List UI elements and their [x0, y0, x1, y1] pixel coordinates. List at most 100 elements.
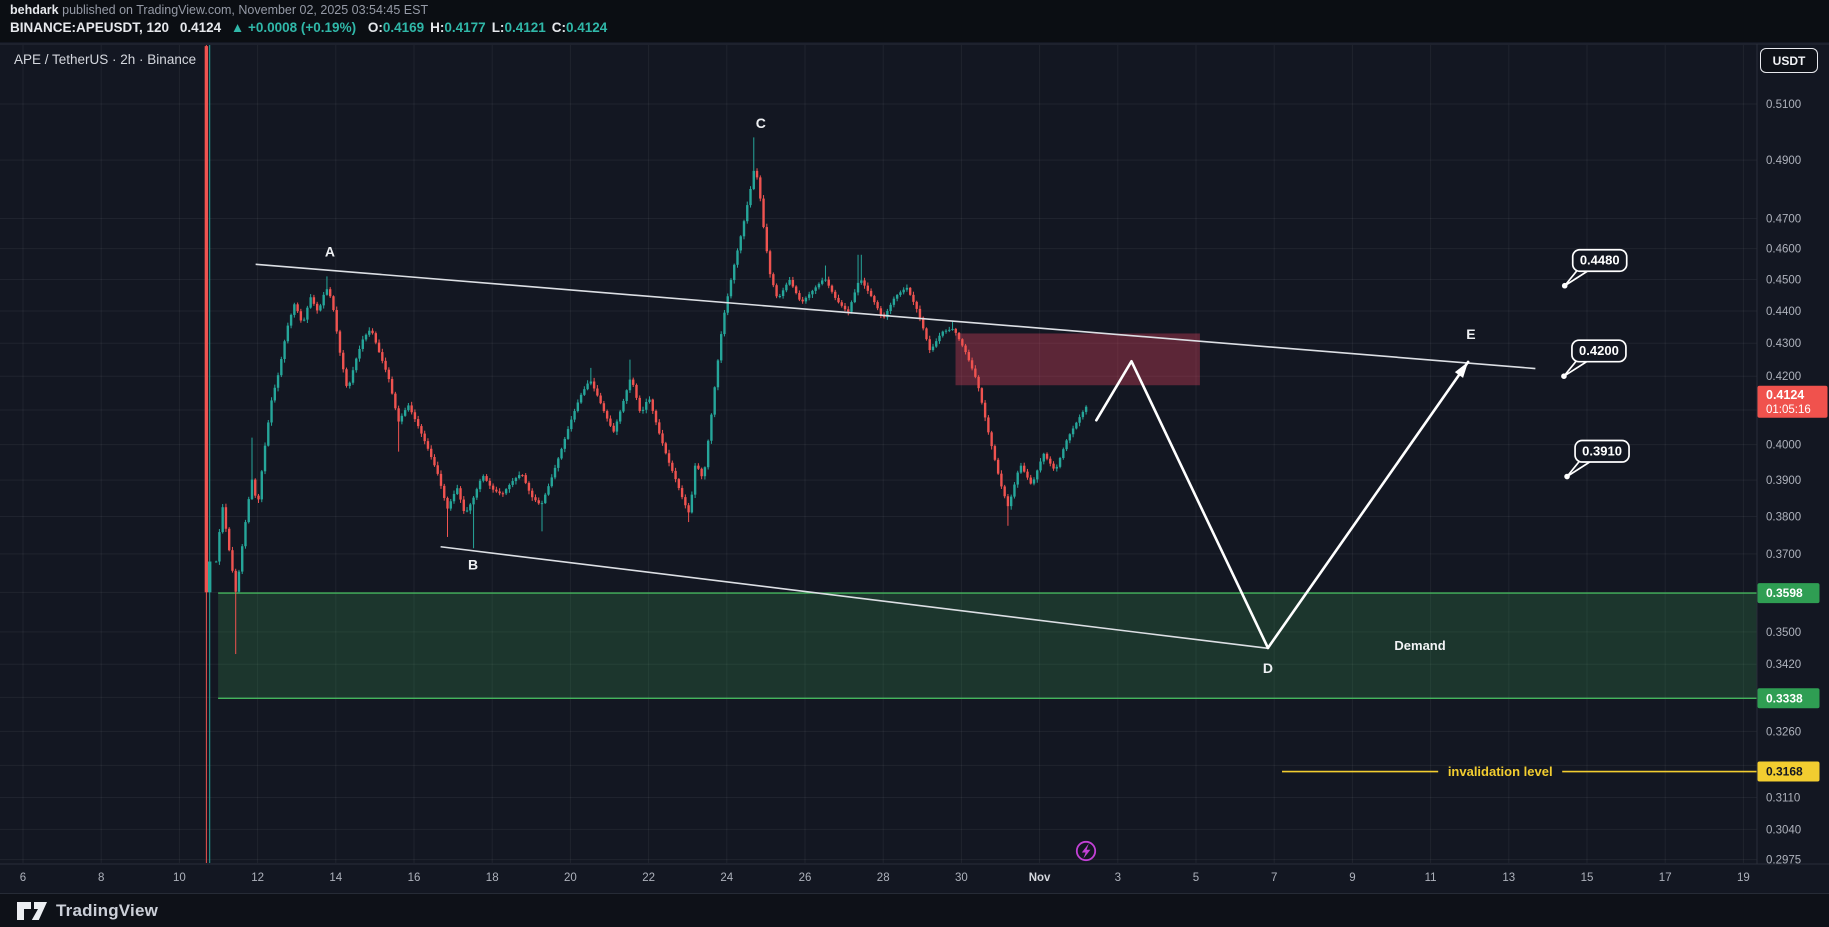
currency-unit-button[interactable]: USDT — [1760, 48, 1818, 73]
candle-body — [912, 294, 915, 302]
candle-body — [293, 304, 296, 315]
wave-letter-B: B — [468, 557, 478, 573]
trendline-lower — [440, 545, 1269, 650]
candle-body — [922, 317, 925, 329]
candle-body — [469, 504, 472, 511]
candle-body — [439, 473, 443, 486]
candle-body — [1055, 466, 1059, 469]
candle-body — [605, 411, 609, 419]
candle-body — [957, 332, 961, 340]
candle-body — [342, 352, 345, 370]
candle-body — [1042, 453, 1045, 462]
candle-body — [1013, 484, 1016, 497]
y-axis-label: 0.4500 — [1766, 274, 1801, 286]
supply-zone — [955, 333, 1200, 386]
price-target-callout: 0.4200 — [1561, 339, 1627, 380]
candle-body — [514, 478, 518, 482]
candle-body — [231, 550, 234, 571]
candle-body — [866, 285, 870, 291]
candle-body — [622, 400, 625, 412]
candle-body — [306, 307, 309, 320]
candle-body — [615, 421, 619, 432]
candle-body — [772, 274, 775, 286]
x-axis-label: 12 — [251, 872, 264, 884]
candle-body — [895, 294, 899, 299]
candle-body — [690, 494, 694, 513]
x-axis-label: 7 — [1271, 872, 1277, 884]
candle-body — [524, 475, 527, 483]
candle-body — [970, 360, 974, 369]
candle-body — [892, 298, 896, 305]
candle-body — [1032, 479, 1036, 484]
candle-body — [1019, 465, 1023, 473]
candle-body — [475, 489, 479, 498]
wave-letter-A: A — [325, 244, 335, 260]
candle-body — [654, 410, 658, 423]
candle-body — [504, 489, 508, 494]
candle-body — [729, 280, 733, 297]
candle-body — [234, 570, 237, 592]
candle-body — [443, 485, 446, 498]
candle-body — [931, 346, 935, 351]
candle-body — [332, 296, 335, 311]
candle-body — [227, 528, 231, 551]
close-value: 0.4124 — [565, 20, 608, 35]
candle-body — [433, 457, 436, 466]
candle-body — [449, 501, 452, 509]
y-axis-label: 0.4000 — [1766, 440, 1801, 452]
candle-body — [557, 458, 560, 468]
candle-body — [693, 465, 697, 495]
candle-body — [993, 446, 997, 460]
y-axis-label: 0.3500 — [1766, 627, 1801, 639]
candle-body — [247, 499, 250, 523]
candle-body — [488, 480, 492, 486]
candle-body — [322, 294, 325, 306]
y-axis-label: 0.3900 — [1766, 475, 1801, 487]
ohlc-values: O:0.4169 H:0.4177 L:0.4121 C:0.4124 — [368, 20, 613, 35]
candle-body — [821, 280, 824, 284]
candle-body — [511, 481, 514, 485]
candle-body — [648, 399, 651, 402]
candle-body — [534, 497, 537, 501]
candle-body — [204, 46, 209, 593]
price-change: ▲ +0.0008 (+0.19%) — [230, 20, 357, 35]
price-tag-0.3168: 0.3168 — [1757, 761, 1820, 782]
candle-body — [413, 412, 417, 420]
lightning-idea-button[interactable] — [1075, 840, 1097, 862]
candle-body — [759, 177, 762, 199]
candle-body — [768, 251, 772, 275]
price-target-callout: 0.3910 — [1564, 439, 1630, 480]
candle-body — [579, 394, 583, 403]
candle-body — [1026, 471, 1029, 478]
author-name: behdark — [10, 3, 59, 17]
candle-body — [961, 339, 964, 346]
candle-body — [423, 433, 426, 442]
candle-body — [990, 432, 993, 447]
tradingview-wordmark[interactable]: TradingView — [56, 901, 159, 920]
candle-body — [446, 497, 449, 509]
x-axis-label: 11 — [1425, 872, 1437, 884]
tradingview-logo-icon[interactable] — [16, 901, 48, 921]
candle-body — [254, 479, 257, 496]
candle-body — [658, 422, 661, 434]
candle-body — [609, 418, 612, 426]
candle-body — [723, 312, 726, 335]
candle-body — [309, 297, 312, 308]
candle-body — [980, 388, 984, 403]
open-value: 0.4169 — [382, 20, 425, 35]
candle-body — [928, 339, 931, 351]
candle-body — [710, 414, 713, 441]
wave-letter-C: C — [756, 115, 766, 131]
candle-body — [302, 319, 306, 321]
candle-body — [573, 411, 576, 420]
projection-arrowhead — [1454, 361, 1469, 378]
candle-body — [638, 397, 641, 411]
demand-zone — [218, 593, 1757, 699]
candle-body — [371, 330, 374, 334]
candle-body — [355, 358, 358, 371]
candle-body — [527, 482, 531, 491]
y-axis-label: 0.4300 — [1766, 338, 1801, 350]
candle-body — [1052, 463, 1055, 469]
publication-header: behdark published on TradingView.com, No… — [0, 0, 1829, 42]
candle-body — [338, 331, 342, 353]
